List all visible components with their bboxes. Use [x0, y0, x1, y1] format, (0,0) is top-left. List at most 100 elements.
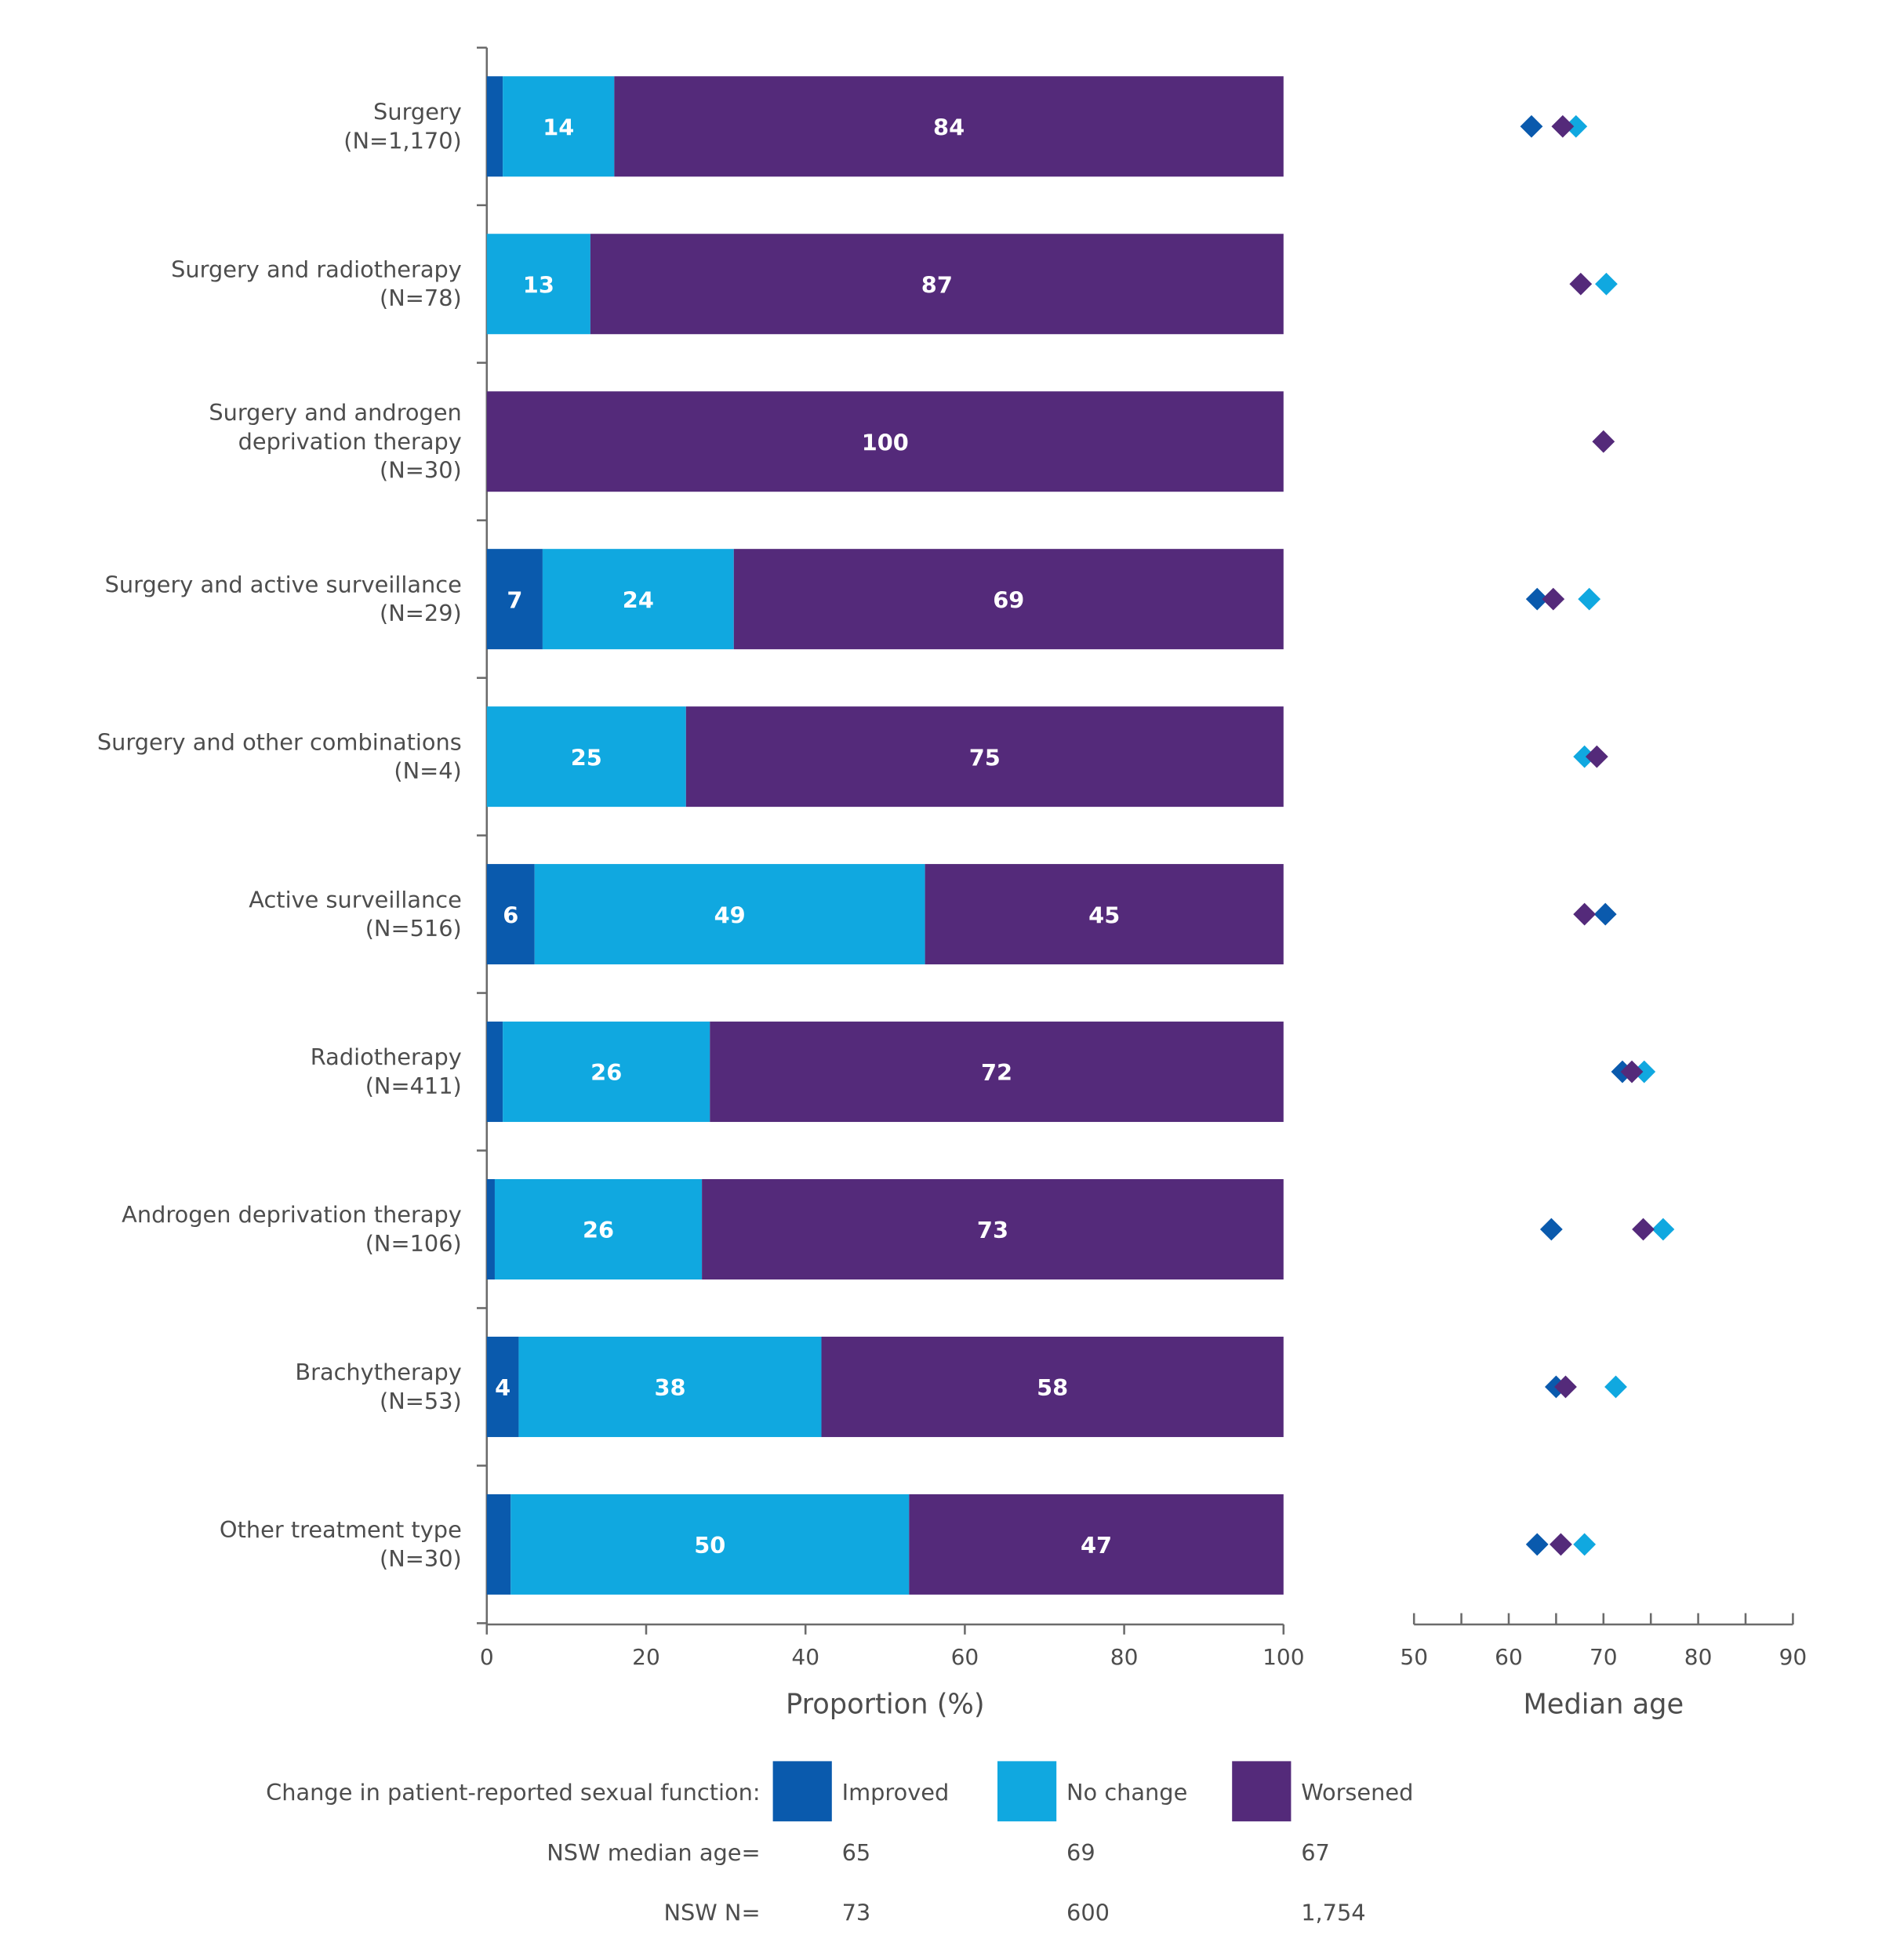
nsw-n-value: 73: [842, 1900, 871, 1926]
category-label-line: Surgery and other combinations: [97, 728, 462, 755]
bar-value-label: 7: [507, 586, 522, 613]
category-label-line: Androgen deprivation therapy: [122, 1201, 462, 1228]
category-label-line: (N=411): [365, 1073, 462, 1099]
x-tick-label: 20: [632, 1644, 660, 1670]
bar-value-label: 58: [1037, 1374, 1068, 1401]
category-label-line: Surgery and radiotherapy: [171, 256, 462, 282]
median-age-marker-improved: [1525, 587, 1549, 611]
bar-value-label: 49: [714, 902, 746, 928]
x-tick-label: 40: [791, 1644, 819, 1670]
legend: Change in patient-reported sexual functi…: [266, 1761, 1413, 1926]
category-label: Active surveillance (N=516): [249, 886, 462, 942]
bar-segment-improved: [486, 549, 543, 650]
category-label-line: Brachytherapy: [295, 1359, 461, 1385]
bar-value-label: 38: [654, 1374, 685, 1401]
bar-value-label: 84: [933, 114, 965, 140]
median-age-marker-worsened: [1569, 272, 1593, 296]
age-tick-label: 50: [1400, 1644, 1428, 1670]
bar-segment-improved: [486, 1022, 503, 1123]
bar-segment-no-change: [494, 1179, 703, 1279]
median-age-marker-worsened: [1592, 430, 1615, 453]
bar-segment-worsened: [909, 1494, 1284, 1595]
legend-label: Worsened: [1301, 1779, 1413, 1806]
bar-segment-improved: [486, 76, 503, 177]
legend-title: Change in patient-reported sexual functi…: [266, 1779, 760, 1806]
category-label: Surgery and active surveillance (N=29): [105, 571, 462, 626]
category-label-line: Surgery: [373, 98, 462, 125]
bar-value-label: 24: [623, 586, 654, 613]
bar-segment-improved: [486, 864, 535, 965]
bar-segment-worsened: [821, 1336, 1284, 1437]
bar-segment-no-change: [510, 1494, 910, 1595]
bar-segment-worsened: [614, 76, 1284, 177]
nsw-median-age-label: NSW median age=: [547, 1839, 760, 1866]
category-label-line: (N=30): [380, 457, 462, 484]
nsw-n-label: NSW N=: [663, 1900, 760, 1926]
median-age-marker-no-change: [1604, 1375, 1627, 1399]
bar-segment-worsened: [702, 1179, 1284, 1279]
bar-value-label: 69: [993, 586, 1024, 613]
median-age-marker-improved: [1520, 114, 1543, 138]
category-label-line: Surgery and active surveillance: [105, 571, 462, 597]
bar-segment-no-change: [486, 706, 686, 808]
nsw-median-age-value: 67: [1301, 1839, 1330, 1866]
bar-segment-worsened: [925, 864, 1284, 965]
median-age-marker-improved: [1593, 902, 1617, 926]
bar-value-label: 72: [981, 1059, 1012, 1086]
bar-value-label: 13: [523, 271, 554, 298]
category-label-line: (N=53): [380, 1388, 462, 1414]
category-label: Other treatment type (N=30): [220, 1516, 462, 1572]
bar-segment-no-change: [518, 1336, 822, 1437]
bar-value-label: 100: [862, 429, 909, 456]
bar-value-label: 50: [694, 1532, 725, 1559]
bar-segment-worsened: [733, 549, 1284, 650]
age-axis-title: Median age: [1523, 1689, 1684, 1721]
median-age-marker-worsened: [1554, 1375, 1577, 1399]
category-label-line: (N=516): [365, 915, 462, 942]
bar-value-label: 87: [921, 271, 953, 298]
category-label-line: Surgery and androgen: [209, 399, 461, 426]
bar-segment-no-change: [534, 864, 925, 965]
bar-segment-worsened: [590, 234, 1284, 335]
median-age-marker-improved: [1539, 1218, 1563, 1241]
bar-segment-no-change: [503, 1022, 710, 1123]
bar-value-label: 25: [571, 744, 602, 771]
category-label: Surgery and androgen deprivation therapy(…: [209, 399, 461, 484]
bar-value-label: 45: [1088, 902, 1120, 928]
age-tick-label: 60: [1495, 1644, 1523, 1670]
median-age-marker-worsened: [1573, 902, 1597, 926]
category-label: Radiotherapy (N=411): [311, 1044, 462, 1099]
bar-value-label: 14: [543, 114, 574, 140]
category-label-line: deprivation therapy: [238, 428, 462, 455]
category-label-line: (N=106): [365, 1230, 462, 1257]
category-label-line: (N=29): [380, 600, 462, 626]
bar-segment-worsened: [710, 1022, 1284, 1123]
category-label-line: Active surveillance: [249, 886, 462, 913]
bar-segment-no-change: [503, 76, 615, 177]
x-tick-label: 80: [1110, 1644, 1139, 1670]
bar-value-label: 73: [977, 1217, 1008, 1243]
bar-segment-no-change: [542, 549, 734, 650]
median-age-marker-worsened: [1550, 1533, 1572, 1556]
nsw-n-value: 600: [1066, 1900, 1110, 1926]
median-age-marker-no-change: [1573, 1533, 1597, 1556]
legend-swatch: [1232, 1761, 1292, 1822]
bar-segment-improved: [486, 1336, 519, 1437]
bar-value-label: 47: [1081, 1532, 1112, 1559]
median-age-marker-improved: [1525, 1533, 1549, 1556]
category-label: Androgen deprivation therapy (N=106): [122, 1201, 462, 1257]
stacked-bar-panel: Surgery (N=1,170) 14 84 Surgery and radiothe…: [97, 46, 1305, 1721]
nsw-median-age-value: 69: [1066, 1839, 1095, 1866]
nsw-median-age-value: 65: [842, 1839, 871, 1866]
median-age-marker-worsened: [1632, 1218, 1655, 1241]
median-age-marker-worsened: [1551, 114, 1575, 138]
age-tick-label: 90: [1779, 1644, 1808, 1670]
legend-swatch: [997, 1761, 1057, 1822]
bar-segment-no-change: [486, 234, 590, 335]
x-tick-label: 100: [1263, 1644, 1304, 1670]
category-label: Surgery and radiotherapy (N=78): [171, 256, 462, 311]
category-label: Surgery and other combinations (N=4): [97, 728, 462, 784]
category-label-line: (N=78): [380, 285, 462, 311]
bar-segment-worsened: [685, 706, 1284, 808]
x-tick-label: 0: [480, 1644, 494, 1670]
